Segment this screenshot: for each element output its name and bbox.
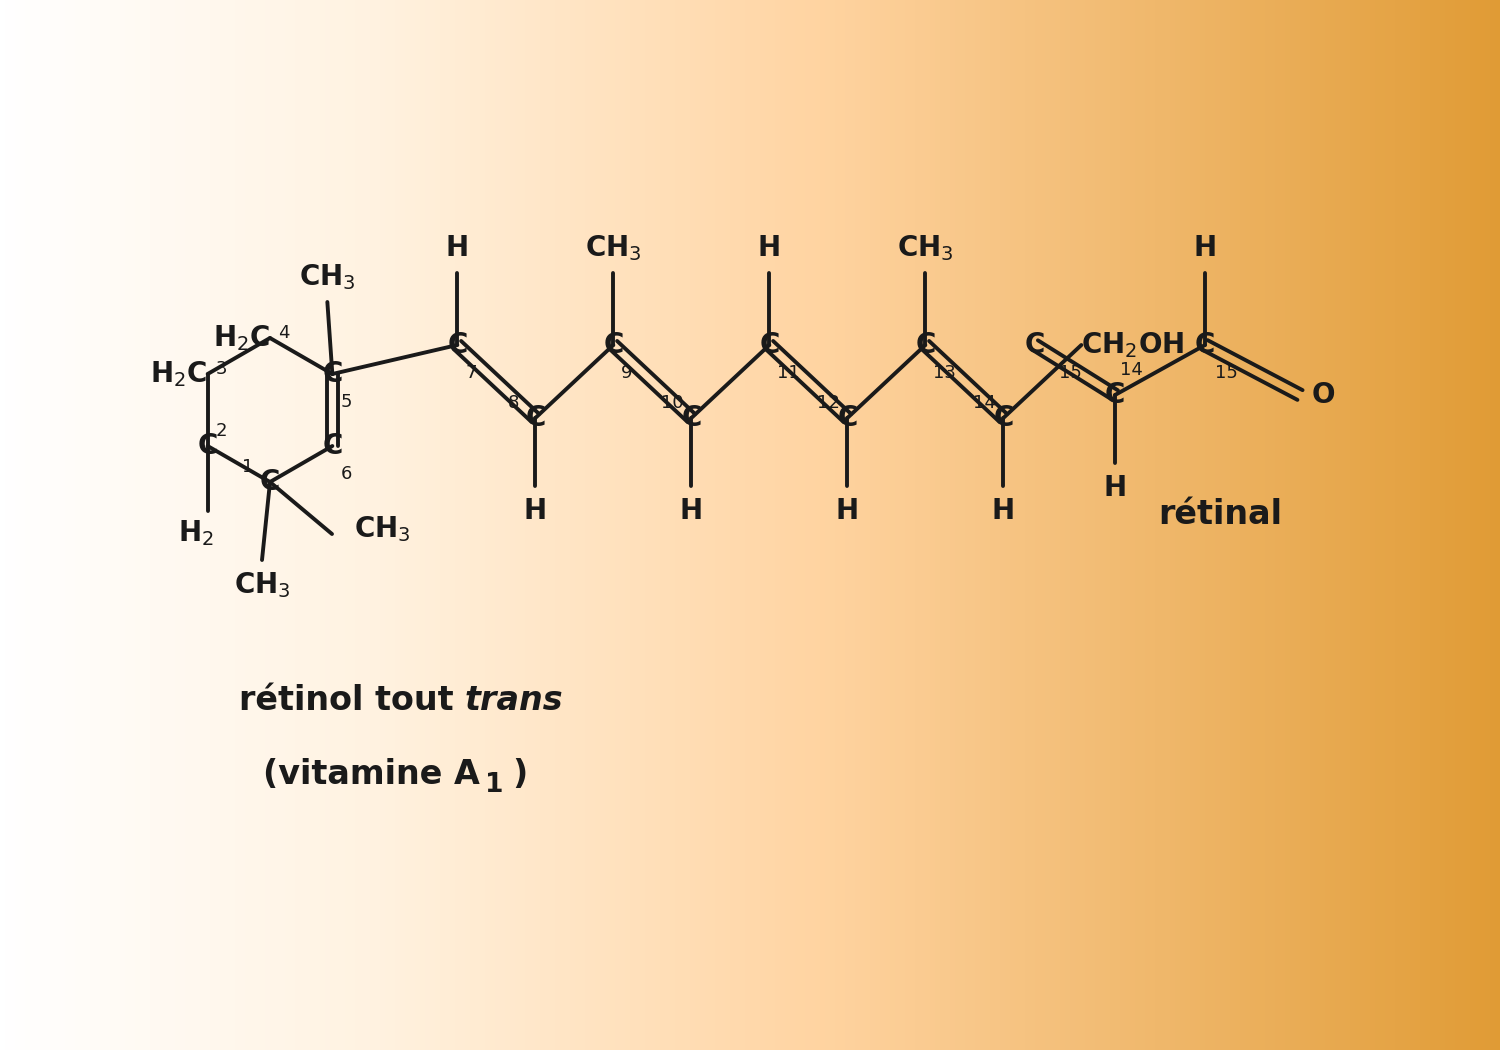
Text: 15: 15 bbox=[1215, 364, 1237, 382]
Text: C: C bbox=[322, 432, 342, 460]
Text: 9: 9 bbox=[621, 364, 633, 382]
Text: 7: 7 bbox=[465, 364, 477, 382]
Text: 11: 11 bbox=[777, 364, 800, 382]
Text: H: H bbox=[680, 497, 703, 525]
Text: CH$_2$OH: CH$_2$OH bbox=[1082, 330, 1185, 360]
Text: C: C bbox=[915, 331, 936, 359]
Text: C: C bbox=[603, 331, 624, 359]
Text: 14: 14 bbox=[974, 394, 996, 412]
Text: O: O bbox=[1312, 381, 1335, 410]
Text: 15: 15 bbox=[1059, 364, 1082, 382]
Text: H$_2$: H$_2$ bbox=[177, 518, 213, 548]
Text: rétinal: rétinal bbox=[1158, 499, 1282, 531]
Text: C: C bbox=[260, 468, 280, 496]
Text: H: H bbox=[758, 234, 782, 262]
Text: H: H bbox=[1104, 474, 1126, 502]
Text: C: C bbox=[837, 404, 858, 432]
Text: C: C bbox=[759, 331, 780, 359]
Text: 3: 3 bbox=[216, 360, 226, 378]
Text: 14: 14 bbox=[1120, 361, 1143, 379]
Text: CH$_3$: CH$_3$ bbox=[585, 233, 642, 262]
Text: rétinol tout: rétinol tout bbox=[238, 684, 465, 716]
Text: 2: 2 bbox=[216, 422, 226, 440]
Text: 6: 6 bbox=[340, 465, 351, 483]
Text: C: C bbox=[1196, 331, 1215, 359]
Text: 13: 13 bbox=[933, 364, 956, 382]
Text: trans: trans bbox=[465, 684, 564, 716]
Text: C: C bbox=[1106, 381, 1125, 410]
Text: C: C bbox=[198, 432, 217, 460]
Text: C: C bbox=[1024, 331, 1045, 359]
Text: (vitamine A: (vitamine A bbox=[262, 758, 480, 792]
Text: H: H bbox=[992, 497, 1016, 525]
Text: 8: 8 bbox=[507, 394, 519, 412]
Text: H: H bbox=[836, 497, 860, 525]
Text: 4: 4 bbox=[278, 324, 290, 342]
Text: ): ) bbox=[512, 758, 528, 792]
Text: C: C bbox=[447, 331, 468, 359]
Text: H$_2$C: H$_2$C bbox=[150, 359, 207, 388]
Text: 12: 12 bbox=[818, 394, 840, 412]
Text: 10: 10 bbox=[662, 394, 684, 412]
Text: CH$_3$: CH$_3$ bbox=[354, 514, 411, 544]
Text: 1: 1 bbox=[242, 458, 254, 476]
Text: CH$_3$: CH$_3$ bbox=[234, 570, 291, 600]
Text: C: C bbox=[525, 404, 546, 432]
Text: C: C bbox=[681, 404, 702, 432]
Text: H$_2$C: H$_2$C bbox=[213, 323, 270, 353]
Text: CH$_3$: CH$_3$ bbox=[897, 233, 954, 262]
Text: C: C bbox=[322, 360, 342, 388]
Text: H: H bbox=[524, 497, 548, 525]
Text: C: C bbox=[993, 404, 1014, 432]
Text: H: H bbox=[1194, 234, 1216, 262]
Text: 5: 5 bbox=[340, 393, 352, 411]
Text: 1: 1 bbox=[484, 772, 504, 798]
Text: CH$_3$: CH$_3$ bbox=[298, 262, 355, 292]
Text: H: H bbox=[446, 234, 470, 262]
